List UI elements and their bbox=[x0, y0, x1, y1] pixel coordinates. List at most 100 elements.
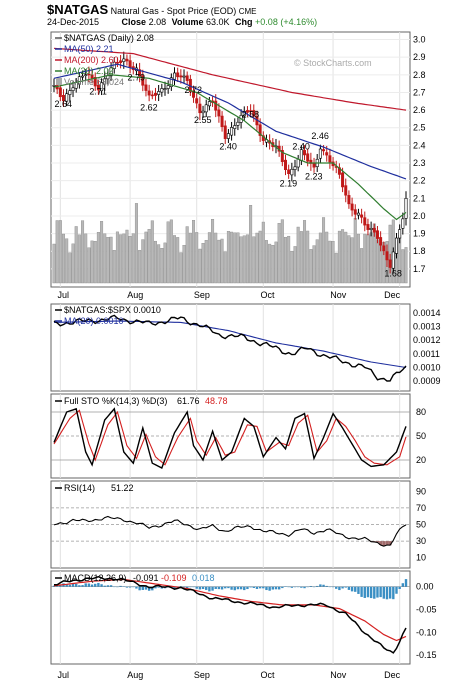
price-body bbox=[182, 75, 186, 78]
macd-hist-bar bbox=[322, 584, 325, 587]
macd-hist-bar bbox=[214, 586, 217, 589]
price-body bbox=[84, 74, 88, 76]
price-body bbox=[258, 124, 262, 136]
macd-hist-bar bbox=[116, 586, 119, 588]
x-tick-bottom: Jul bbox=[58, 670, 70, 680]
rsi-panel bbox=[50, 480, 411, 569]
macd-hist-bar bbox=[296, 586, 300, 588]
macd-hist-bar bbox=[388, 586, 392, 599]
volume-bar bbox=[268, 243, 272, 284]
price-body bbox=[138, 69, 142, 76]
volume-bar bbox=[277, 223, 281, 284]
macd-hist-bar bbox=[262, 586, 265, 589]
ratio-y-tick: 0.0014 bbox=[413, 308, 441, 318]
volume-bar bbox=[249, 205, 253, 284]
sto-y-tick: 20 bbox=[416, 455, 426, 465]
macd-hist-bar bbox=[157, 586, 160, 588]
price-body bbox=[153, 92, 157, 96]
price-body bbox=[296, 158, 300, 168]
volume-bar bbox=[192, 220, 196, 284]
volume-bar bbox=[299, 231, 303, 284]
price-annotation: 1.68 bbox=[384, 268, 402, 278]
ratio-ma-line bbox=[53, 320, 407, 369]
volume-bar bbox=[166, 221, 170, 284]
volume-bar bbox=[74, 226, 78, 284]
volume-bar bbox=[375, 239, 379, 284]
ratio-y-tick: 0.0011 bbox=[413, 349, 440, 359]
macd-hist-bar bbox=[132, 586, 135, 588]
price-body bbox=[119, 60, 123, 63]
volume-label: Volume bbox=[171, 17, 204, 27]
macd-hist-bar bbox=[227, 586, 230, 589]
ma200-line bbox=[53, 47, 407, 111]
volume-bar bbox=[274, 241, 278, 284]
macd-hist-bar bbox=[341, 586, 344, 589]
instrument-name: Natural Gas - Spot Price (EOD) bbox=[110, 6, 237, 16]
volume-bar bbox=[119, 234, 123, 284]
price-body bbox=[176, 72, 180, 78]
price-body bbox=[217, 109, 221, 117]
macd-y-tick: -0.15 bbox=[416, 650, 437, 660]
macd-hist-bar bbox=[249, 586, 252, 588]
macd-hist-bar bbox=[268, 586, 271, 591]
price-body bbox=[150, 94, 154, 97]
ratio-y-tick: 0.0010 bbox=[413, 363, 441, 373]
price-body bbox=[379, 237, 383, 246]
price-body bbox=[350, 203, 354, 211]
macd-hist-bar bbox=[335, 586, 338, 589]
sto-k-value: 61.76 bbox=[177, 396, 200, 406]
macd-hist-bar bbox=[224, 586, 227, 589]
macd-signal-value: -0.109 bbox=[161, 573, 187, 583]
volume-bar bbox=[150, 220, 154, 284]
macd-hist-bar bbox=[220, 586, 224, 590]
price-body bbox=[375, 230, 379, 239]
price-y-tick: 2.7 bbox=[413, 87, 426, 97]
macd-hist-bar bbox=[354, 586, 357, 592]
macd-hist-bar bbox=[287, 586, 290, 588]
price-body bbox=[77, 76, 81, 85]
macd-hist-bar bbox=[68, 584, 72, 587]
price-annotation: 2.40 bbox=[219, 141, 237, 151]
price-body bbox=[385, 251, 389, 261]
volume-bar bbox=[128, 236, 132, 284]
volume-bar bbox=[198, 248, 202, 284]
price-y-tick: 3.0 bbox=[413, 35, 426, 45]
price-body bbox=[71, 87, 75, 91]
price-body bbox=[115, 61, 119, 64]
volume-bar bbox=[331, 241, 335, 284]
volume-bar bbox=[55, 220, 59, 284]
price-body bbox=[125, 58, 129, 62]
volume-bar bbox=[252, 236, 256, 284]
volume-bar bbox=[106, 237, 110, 284]
price-body bbox=[204, 104, 208, 113]
volume-value: 63.0K bbox=[205, 17, 230, 27]
macd-hist-bar bbox=[65, 584, 68, 587]
volume-bar bbox=[366, 234, 370, 284]
x-tick-price: Sep bbox=[194, 290, 210, 300]
price-body bbox=[65, 93, 69, 102]
price-body bbox=[360, 214, 364, 218]
rsi-y-tick: 90 bbox=[416, 486, 426, 496]
chart-svg: Jul Jul Aug Aug Sep Sep Oct Oct Nov Nov Dec Dec 1.7 1… bbox=[50, 31, 441, 680]
volume-bar bbox=[87, 247, 91, 284]
price-body bbox=[223, 125, 227, 139]
ma20-line bbox=[53, 74, 407, 221]
price-body bbox=[96, 84, 100, 91]
volume-bar bbox=[122, 233, 126, 284]
rsi-legend: RSI(14) 51.22 bbox=[55, 483, 134, 493]
price-body bbox=[195, 98, 199, 104]
volume-bar bbox=[350, 237, 354, 284]
price-y-tick: 2.8 bbox=[413, 70, 426, 80]
volume-bar bbox=[144, 231, 148, 284]
volume-bar bbox=[242, 235, 246, 284]
macd-hist-bar bbox=[385, 586, 389, 600]
price-body bbox=[369, 228, 373, 230]
price-body bbox=[179, 75, 183, 78]
x-tick-bottom: Nov bbox=[330, 670, 347, 680]
chg-value: +0.08 (+4.16%) bbox=[255, 17, 318, 27]
price-body bbox=[404, 198, 408, 219]
volume-bar bbox=[322, 217, 326, 284]
macd-hist-bar bbox=[154, 586, 157, 589]
volume-bar bbox=[245, 234, 249, 284]
price-body bbox=[391, 251, 395, 269]
